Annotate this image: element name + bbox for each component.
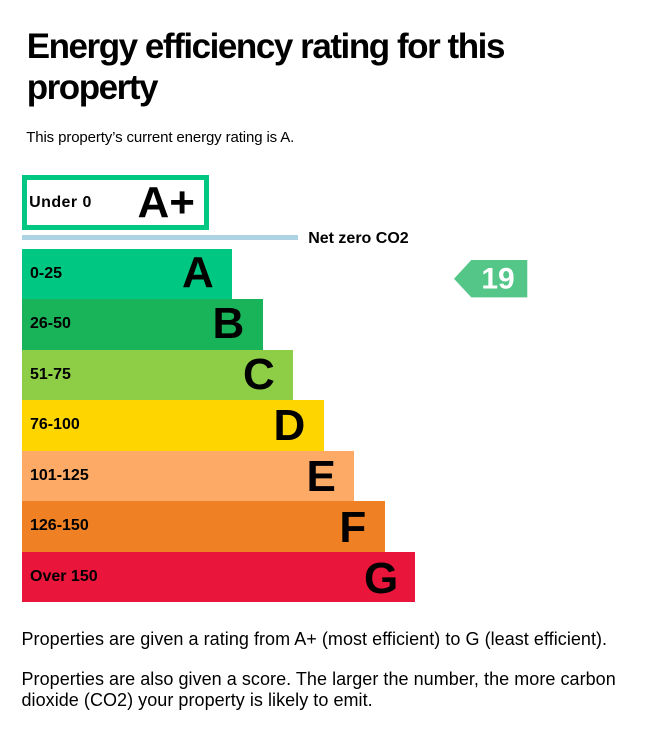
svg-text:19: 19 bbox=[481, 263, 514, 296]
